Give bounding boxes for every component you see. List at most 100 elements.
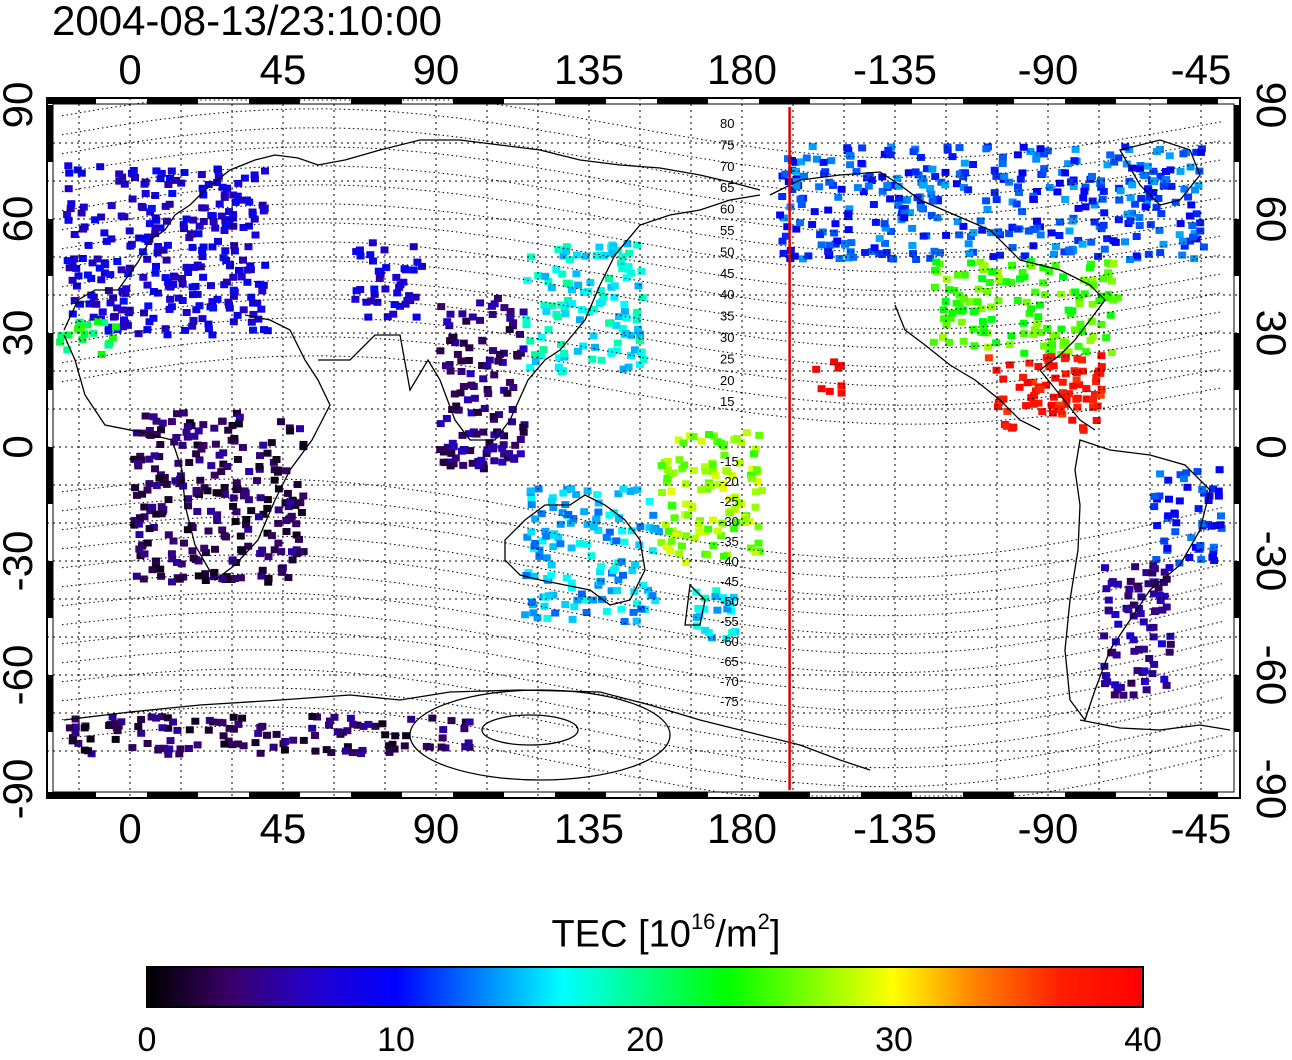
tec-pixel [1005,361,1014,369]
tec-pixel [527,528,536,536]
tec-pixel [1109,296,1118,304]
tec-pixel [560,350,569,357]
tec-pixel [1093,369,1102,377]
tec-pixel [368,239,377,247]
tec-pixel [1027,262,1036,270]
tec-pixel [277,418,285,426]
tec-pixel [125,306,134,314]
tec-pixel [1002,278,1011,286]
tec-pixel [542,532,551,540]
tec-pixel [1092,417,1101,424]
tec-pixel [236,532,245,540]
tec-pixel [222,278,231,286]
coast-north-america [769,171,1106,431]
tec-pixel [867,177,876,184]
tec-pixel [143,281,152,289]
tec-pixel [561,601,570,608]
tec-pixel [620,308,629,316]
tec-pixel [1154,584,1163,592]
tec-pixel [1020,252,1029,260]
tec-pixel [1156,249,1165,257]
tec-pixel [1188,222,1197,230]
tec-pixel [551,609,560,617]
tec-pixel [1160,592,1169,600]
tec-pixel [568,286,576,294]
tec-pixel [602,607,611,615]
tec-pixel [817,385,826,393]
tec-pixel [247,318,256,326]
tec-pixel [400,742,409,750]
dip-latitude-contour [61,146,1223,216]
tec-pixel [478,362,487,369]
tec-pixel [719,484,728,492]
dip-latitude-label: -20 [720,474,739,489]
tec-pixel [565,256,574,264]
tec-pixel [459,383,468,390]
tec-pixel [406,297,415,305]
tec-pixel [483,385,492,393]
tec-pixel [927,211,936,219]
tec-pixel [509,384,518,391]
tec-pixel [157,572,166,580]
tec-pixel [452,402,461,410]
tec-pixel [140,503,149,511]
tec-pixel [824,247,833,255]
tec-pixel [547,284,556,292]
tec-pixel [119,323,128,331]
tec-pixel [87,291,96,299]
tec-pixel [1180,185,1189,193]
tec-pixel [584,287,593,295]
tec-pixel [1042,354,1051,362]
tec-pixel [229,273,238,281]
tec-pixel [1015,383,1024,391]
tec-pixel [824,206,833,214]
tec-pixel [1070,326,1079,334]
tec-pixel [618,253,627,261]
tec-pixel [1092,374,1101,382]
tec-pixel [70,255,79,263]
tec-pixel [1111,611,1120,618]
tec-pixel [64,162,73,170]
tec-pixel [277,548,286,556]
tec-pixel [987,229,996,237]
tec-pixel [63,346,72,354]
tec-pixel [467,381,476,389]
tec-pixel [519,423,528,431]
tec-pixel [77,169,86,177]
tec-pixel [596,287,605,295]
tec-pixel [117,718,126,726]
tec-pixel [586,279,595,287]
tec-pixel [217,212,226,220]
tec-pixel [697,437,706,445]
tec-pixel [1110,158,1119,166]
tec-pixel [166,174,174,182]
tec-pixel [192,450,201,458]
tec-pixel [1016,275,1024,283]
tec-pixel [260,326,268,334]
tec-pixel [146,507,155,515]
tec-pixel [72,282,81,290]
tec-pixel [215,451,224,459]
tec-pixel [716,532,725,539]
frame-segment [657,792,708,798]
tec-pixel [730,525,739,533]
tec-pixel [1114,620,1123,628]
tec-pixel [1019,373,1028,381]
tec-pixel [172,176,181,184]
tec-pixel [158,724,167,732]
tec-pixel [630,346,639,354]
tec-pixel [580,508,589,516]
tec-pixel [1095,297,1104,305]
tec-pixel [1178,237,1187,245]
tec-pixel [390,301,399,309]
tec-pixel [857,159,866,167]
tec-pixel [1217,524,1226,532]
tec-pixel [178,280,187,288]
tec-pixel [311,732,319,739]
tec-pixel [751,488,760,496]
tec-pixel [381,285,390,293]
tec-pixel [144,302,153,310]
tec-pixel [485,439,494,447]
tec-pixel [428,714,437,722]
tec-pixel [364,720,373,728]
